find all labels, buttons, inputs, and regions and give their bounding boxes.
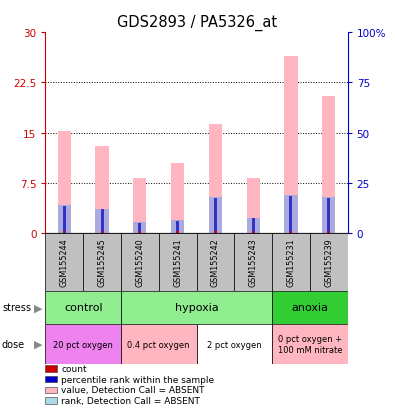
- Bar: [171, 221, 184, 233]
- Text: GSM155244: GSM155244: [60, 238, 69, 287]
- Bar: [121, 324, 197, 364]
- Bar: [96, 209, 109, 233]
- Bar: [284, 57, 297, 233]
- Bar: [322, 197, 335, 233]
- Text: 20 pct oxygen: 20 pct oxygen: [53, 340, 113, 349]
- Text: GSM155242: GSM155242: [211, 238, 220, 287]
- Text: ▶: ▶: [34, 303, 43, 313]
- Text: hypoxia: hypoxia: [175, 303, 218, 313]
- Bar: [272, 324, 348, 364]
- Bar: [197, 324, 272, 364]
- Bar: [197, 233, 234, 291]
- Text: stress: stress: [2, 303, 31, 313]
- Bar: [272, 233, 310, 291]
- Text: rank, Detection Call = ABSENT: rank, Detection Call = ABSENT: [61, 396, 200, 405]
- Bar: [246, 218, 260, 233]
- Text: 0.4 pct oxygen: 0.4 pct oxygen: [128, 340, 190, 349]
- Bar: [234, 233, 272, 291]
- Bar: [209, 125, 222, 233]
- Bar: [63, 231, 66, 233]
- Bar: [252, 218, 255, 233]
- Bar: [121, 291, 272, 324]
- Bar: [58, 205, 71, 233]
- Bar: [252, 232, 254, 233]
- Text: GSM155245: GSM155245: [98, 238, 107, 287]
- Bar: [133, 223, 147, 233]
- Bar: [284, 195, 297, 233]
- Bar: [58, 132, 71, 233]
- Bar: [246, 178, 260, 233]
- Bar: [101, 231, 103, 233]
- Bar: [138, 223, 141, 233]
- Text: count: count: [61, 364, 87, 373]
- Bar: [139, 232, 141, 233]
- Bar: [272, 291, 348, 324]
- Bar: [327, 231, 330, 233]
- Text: ▶: ▶: [34, 339, 43, 349]
- Bar: [101, 210, 103, 233]
- Bar: [177, 232, 179, 233]
- Text: 0 pct oxygen +
100 mM nitrate: 0 pct oxygen + 100 mM nitrate: [278, 335, 342, 354]
- Text: control: control: [64, 303, 103, 313]
- Text: GSM155231: GSM155231: [286, 238, 295, 287]
- Text: GSM155239: GSM155239: [324, 238, 333, 287]
- Bar: [214, 199, 217, 233]
- Bar: [322, 97, 335, 233]
- Text: value, Detection Call = ABSENT: value, Detection Call = ABSENT: [61, 385, 205, 394]
- Bar: [310, 233, 348, 291]
- Bar: [45, 324, 121, 364]
- Bar: [83, 233, 121, 291]
- Bar: [290, 197, 292, 233]
- Bar: [121, 233, 159, 291]
- Bar: [63, 206, 66, 233]
- Bar: [176, 221, 179, 233]
- Text: 2 pct oxygen: 2 pct oxygen: [207, 340, 261, 349]
- Bar: [45, 291, 121, 324]
- Bar: [133, 178, 147, 233]
- Text: GSM155243: GSM155243: [249, 238, 258, 287]
- Bar: [96, 147, 109, 233]
- Text: dose: dose: [2, 339, 25, 349]
- Bar: [214, 231, 216, 233]
- Bar: [290, 231, 292, 233]
- Bar: [327, 199, 330, 233]
- Text: GSM155241: GSM155241: [173, 238, 182, 287]
- Bar: [45, 233, 83, 291]
- Text: anoxia: anoxia: [292, 303, 328, 313]
- Text: percentile rank within the sample: percentile rank within the sample: [61, 375, 214, 384]
- Text: GSM155240: GSM155240: [135, 238, 144, 287]
- Bar: [159, 233, 197, 291]
- Bar: [171, 163, 184, 233]
- Bar: [209, 197, 222, 233]
- Text: GDS2893 / PA5326_at: GDS2893 / PA5326_at: [117, 14, 278, 31]
